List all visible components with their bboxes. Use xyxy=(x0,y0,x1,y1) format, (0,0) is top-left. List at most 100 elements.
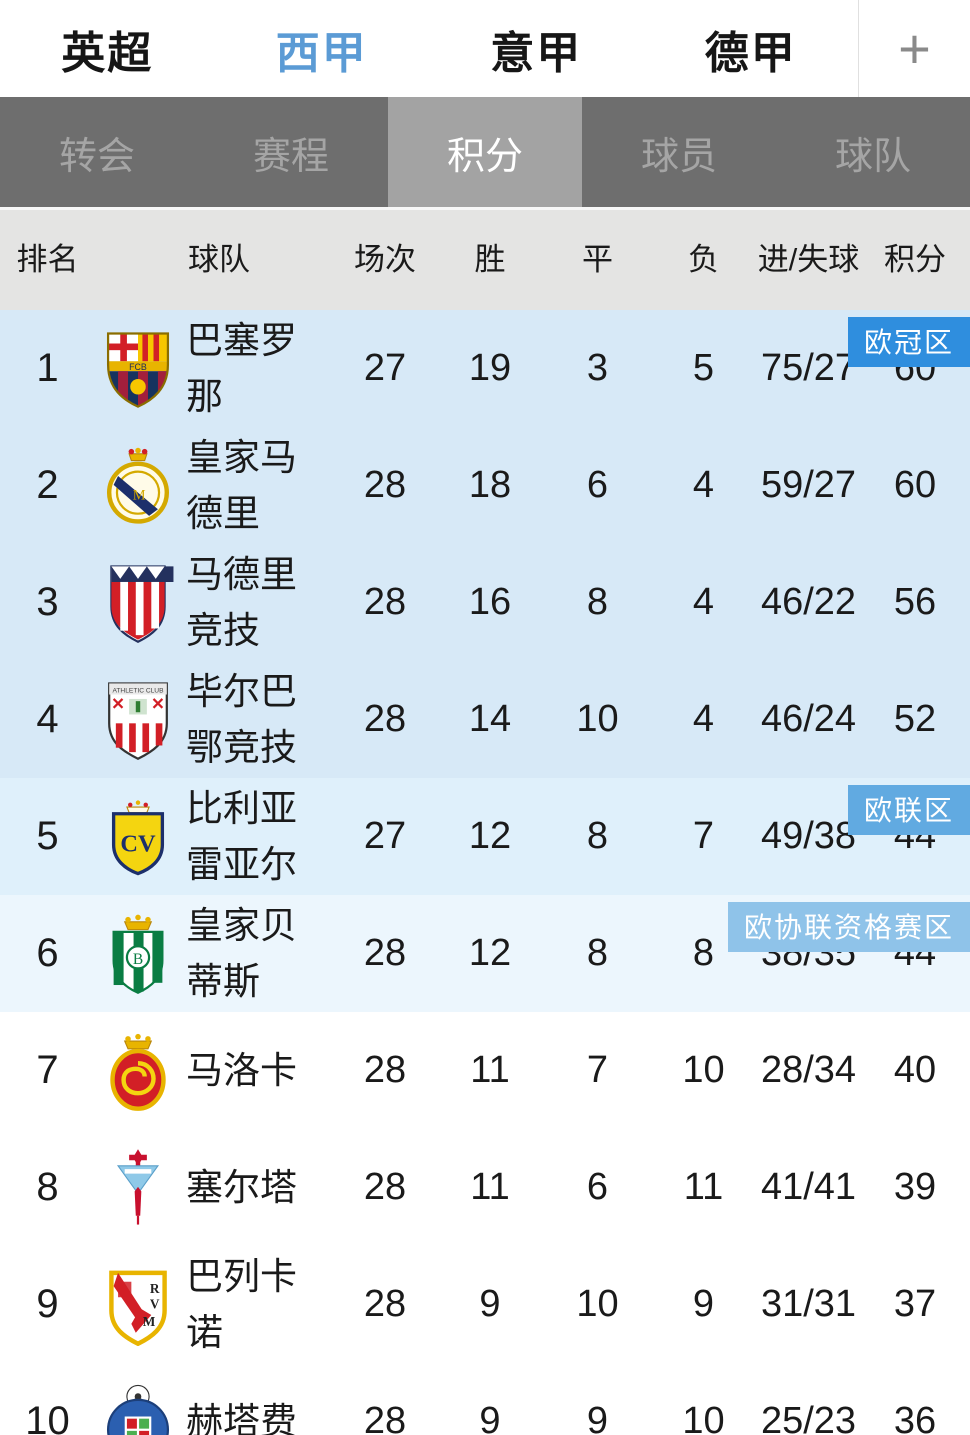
draw-cell: 10 xyxy=(576,1283,619,1325)
svg-text:M: M xyxy=(132,487,145,503)
tab-transfers[interactable]: 转会 xyxy=(58,135,135,178)
table-row[interactable]: 6 B 皇家贝蒂斯 28 12 8 8 38/35 44 欧协联资格赛区 xyxy=(0,895,970,1012)
win-cell: 14 xyxy=(468,698,512,740)
team-name: 巴列卡诺 xyxy=(186,1256,297,1353)
tab-serie-a[interactable]: 意甲 xyxy=(490,28,583,78)
played-cell: 28 xyxy=(363,1166,407,1208)
svg-text:R: R xyxy=(149,1280,159,1295)
played-cell: 28 xyxy=(363,698,407,740)
points-cell: 37 xyxy=(893,1283,937,1325)
zone-badge: 欧协联资格赛区 xyxy=(727,902,970,952)
goals-cell: 41/41 xyxy=(760,1166,857,1208)
win-cell: 11 xyxy=(470,1049,510,1091)
standings-header-row: 排名 球队 场次 胜 平 负 进/失球 积分 xyxy=(0,207,970,310)
league-tab-bar: 英超 西甲 意甲 德甲 + xyxy=(0,0,970,97)
draw-cell: 7 xyxy=(586,1049,609,1091)
played-cell: 28 xyxy=(363,1283,407,1325)
goals-cell: 49/38 xyxy=(760,815,857,857)
tab-fixtures[interactable]: 赛程 xyxy=(252,135,329,178)
win-cell: 19 xyxy=(468,347,512,389)
played-cell: 28 xyxy=(363,932,407,974)
draw-cell: 6 xyxy=(586,1166,609,1208)
team-name: 皇家马德里 xyxy=(186,437,297,534)
team-name: 马德里竞技 xyxy=(186,554,297,651)
draw-cell: 3 xyxy=(586,347,609,389)
table-row[interactable]: 3 马德里竞技 28 16 8 4 46/22 56 xyxy=(0,544,970,661)
getafe-crest xyxy=(95,1381,180,1435)
svg-text:B: B xyxy=(132,950,142,967)
draw-cell: 8 xyxy=(586,581,609,623)
header-draw: 平 xyxy=(582,242,613,278)
team-name: 毕尔巴鄂竞技 xyxy=(186,671,297,768)
table-row[interactable]: 1 FCB 巴塞罗那 27 19 3 5 75/27 60 欧冠区 xyxy=(0,310,970,427)
played-cell: 28 xyxy=(363,1049,407,1091)
draw-cell: 9 xyxy=(586,1400,609,1435)
team-name: 塞尔塔 xyxy=(186,1166,297,1208)
header-played: 场次 xyxy=(354,242,416,278)
table-row[interactable]: 5 CV 比利亚雷亚尔 27 12 8 7 49/38 44 欧联区 xyxy=(0,778,970,895)
zone-badge: 欧联区 xyxy=(847,785,970,835)
points-cell: 39 xyxy=(893,1166,937,1208)
table-row[interactable]: 7 马洛卡 28 11 7 10 28/34 40 xyxy=(0,1012,970,1129)
win-cell: 12 xyxy=(468,815,512,857)
goals-cell: 75/27 xyxy=(760,347,857,389)
win-cell: 9 xyxy=(479,1283,501,1325)
goals-cell: 28/34 xyxy=(760,1049,857,1091)
real-betis-crest: B xyxy=(95,913,180,995)
loss-cell: 8 xyxy=(692,932,715,974)
team-name: 比利亚雷亚尔 xyxy=(186,788,297,885)
goals-cell: 46/22 xyxy=(760,581,857,623)
tab-teams[interactable]: 球队 xyxy=(834,135,911,178)
table-row[interactable]: 10 赫塔费 28 9 9 10 25/23 36 xyxy=(0,1363,970,1435)
rank-cell: 7 xyxy=(36,1048,59,1092)
rank-cell: 4 xyxy=(36,697,59,741)
table-row[interactable]: 2 M 皇家马德里 28 18 6 4 59/27 60 xyxy=(0,427,970,544)
win-cell: 18 xyxy=(468,464,512,506)
mallorca-crest xyxy=(95,1030,180,1112)
win-cell: 16 xyxy=(468,581,512,623)
svg-text:M: M xyxy=(142,1314,155,1329)
loss-cell: 4 xyxy=(692,464,715,506)
svg-text:FCB: FCB xyxy=(129,362,147,372)
rank-cell: 8 xyxy=(36,1165,59,1209)
loss-cell: 7 xyxy=(692,815,715,857)
barcelona-crest: FCB xyxy=(95,328,180,410)
tab-premier-league[interactable]: 英超 xyxy=(61,28,154,78)
win-cell: 12 xyxy=(468,932,512,974)
draw-cell: 6 xyxy=(586,464,609,506)
add-league-button[interactable]: + xyxy=(858,0,970,97)
loss-cell: 9 xyxy=(692,1283,715,1325)
team-name: 马洛卡 xyxy=(186,1049,297,1091)
header-team: 球队 xyxy=(188,242,250,278)
villarreal-crest: CV xyxy=(95,796,180,878)
table-row[interactable]: 4 ATHLETIC CLUB 毕尔巴鄂竞技 28 14 10 4 46/24 … xyxy=(0,661,970,778)
atletico-madrid-crest xyxy=(95,562,180,644)
points-cell: 40 xyxy=(893,1049,937,1091)
played-cell: 28 xyxy=(363,464,407,506)
tab-bundesliga[interactable]: 德甲 xyxy=(704,28,797,78)
tab-standings[interactable]: 积分 xyxy=(388,97,582,207)
celta-crest xyxy=(95,1147,180,1229)
header-loss: 负 xyxy=(688,242,719,278)
svg-text:ATHLETIC CLUB: ATHLETIC CLUB xyxy=(112,687,164,694)
loss-cell: 11 xyxy=(683,1166,724,1208)
team-name: 皇家贝蒂斯 xyxy=(186,905,297,1002)
table-row[interactable]: 8 塞尔塔 28 11 6 11 41/41 39 xyxy=(0,1129,970,1246)
header-points: 积分 xyxy=(884,242,946,278)
header-goals: 进/失球 xyxy=(757,242,860,278)
win-cell: 11 xyxy=(470,1166,510,1208)
tab-players[interactable]: 球员 xyxy=(640,135,717,178)
tab-la-liga[interactable]: 西甲 xyxy=(275,28,368,78)
loss-cell: 5 xyxy=(692,347,715,389)
rank-cell: 10 xyxy=(25,1399,70,1435)
athletic-bilbao-crest: ATHLETIC CLUB xyxy=(95,679,180,761)
goals-cell: 25/23 xyxy=(760,1400,857,1435)
goals-cell: 31/31 xyxy=(760,1283,857,1325)
loss-cell: 4 xyxy=(692,698,715,740)
points-cell: 56 xyxy=(893,581,937,623)
goals-cell: 59/27 xyxy=(760,464,857,506)
points-cell: 52 xyxy=(893,698,937,740)
played-cell: 28 xyxy=(363,581,407,623)
